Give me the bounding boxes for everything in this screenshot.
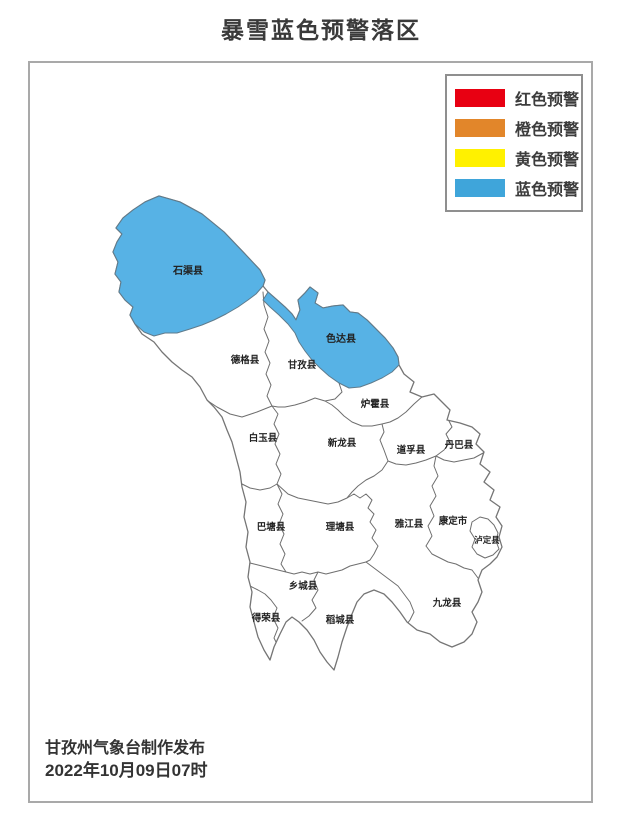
legend-item-orange: 橙色预警 bbox=[447, 113, 581, 143]
county-labels: 石渠县 色达县 德格县 甘孜县 炉霍县 白玉县 新龙县 道孚县 丹巴县 巴塘县 … bbox=[172, 264, 500, 626]
issuer-text: 甘孜州气象台制作发布 bbox=[45, 740, 206, 758]
legend-label-yellow: 黄色预警 bbox=[515, 152, 580, 169]
legend-label-orange: 橙色预警 bbox=[515, 122, 580, 139]
county-label-dege: 德格县 bbox=[231, 354, 260, 366]
legend-item-yellow: 黄色预警 bbox=[447, 143, 581, 173]
prefecture-map: 石渠县 色达县 德格县 甘孜县 炉霍县 白玉县 新龙县 道孚县 丹巴县 巴塘县 … bbox=[112, 195, 503, 671]
legend-item-blue: 蓝色预警 bbox=[447, 173, 581, 203]
red-warning-swatch bbox=[455, 89, 505, 107]
map-frame: 石渠县 色达县 德格县 甘孜县 炉霍县 白玉县 新龙县 道孚县 丹巴县 巴塘县 … bbox=[28, 61, 593, 803]
map-footer: 甘孜州气象台制作发布 2022年10月09日07时 bbox=[45, 738, 208, 783]
legend-label-blue: 蓝色预警 bbox=[515, 182, 580, 199]
county-label-litang: 理塘县 bbox=[326, 521, 355, 533]
county-label-danba: 丹巴县 bbox=[445, 440, 474, 451]
county-label-kangding: 康定市 bbox=[438, 515, 468, 527]
county-label-luding: 泸定县 bbox=[474, 535, 500, 545]
county-label-xinlong: 新龙县 bbox=[328, 437, 357, 449]
county-label-ganzi: 甘孜县 bbox=[288, 359, 317, 371]
county-boundaries bbox=[204, 291, 500, 661]
county-label-derong: 得荣县 bbox=[251, 612, 281, 624]
legend-item-red: 红色预警 bbox=[447, 83, 581, 113]
county-region-seda bbox=[262, 286, 400, 389]
county-label-baiyu: 白玉县 bbox=[249, 432, 278, 444]
county-region-shiqu bbox=[112, 195, 266, 337]
issue-time-text: 2022年10月09日07时 bbox=[45, 761, 208, 781]
county-label-batang: 巴塘县 bbox=[257, 521, 286, 533]
county-label-daofu: 道孚县 bbox=[397, 444, 426, 456]
county-label-luhuo: 炉霍县 bbox=[361, 398, 390, 410]
county-label-shiqu: 石渠县 bbox=[172, 264, 203, 277]
county-label-jiulong: 九龙县 bbox=[432, 597, 462, 609]
page-title: 暴雪蓝色预警落区 bbox=[221, 17, 421, 43]
yellow-warning-swatch bbox=[455, 149, 505, 167]
county-label-seda: 色达县 bbox=[326, 332, 356, 345]
legend-label-red: 红色预警 bbox=[515, 92, 580, 109]
county-label-yajiang: 雅江县 bbox=[394, 518, 424, 530]
warning-legend: 红色预警 橙色预警 黄色预警 蓝色预警 bbox=[445, 74, 583, 212]
blue-warning-swatch bbox=[455, 179, 505, 197]
orange-warning-swatch bbox=[455, 119, 505, 137]
county-label-daocheng: 稻城县 bbox=[326, 614, 355, 626]
county-label-xiangcheng: 乡城县 bbox=[289, 580, 318, 592]
